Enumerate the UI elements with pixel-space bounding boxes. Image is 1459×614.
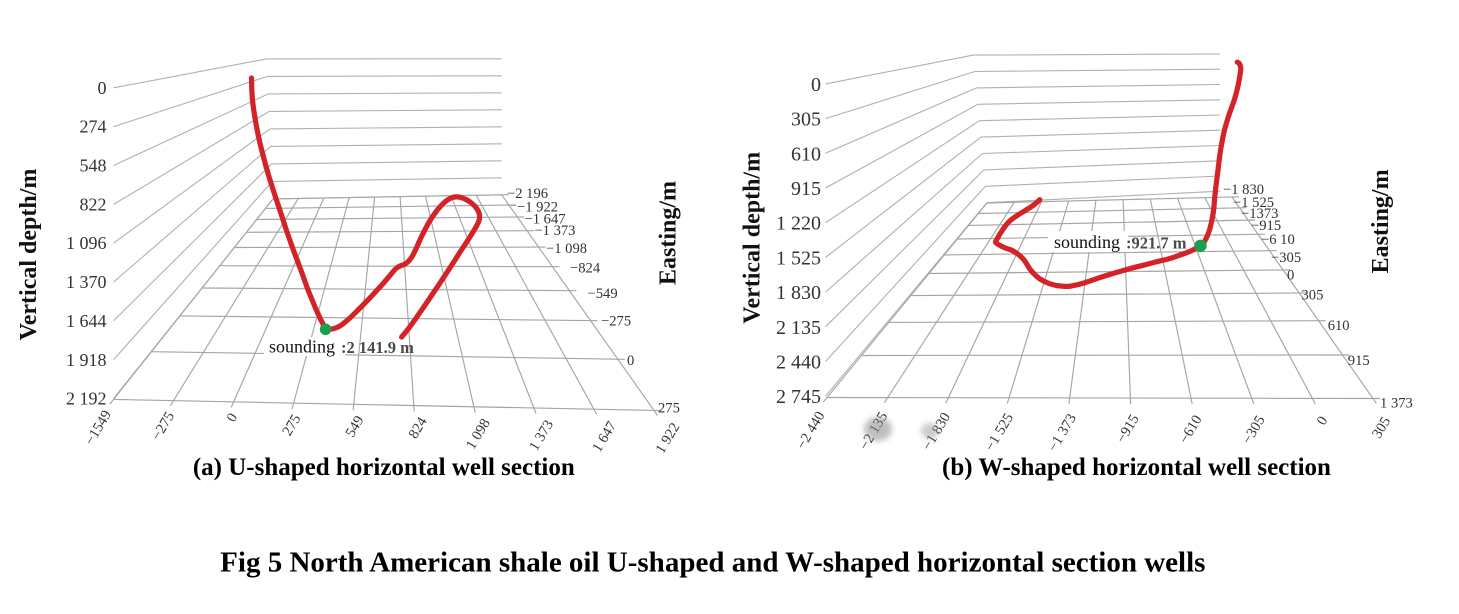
- svg-text::2 141.9 m: :2 141.9 m: [341, 338, 414, 357]
- svg-text:−824: −824: [570, 261, 601, 277]
- svg-text:(b) W-shaped horizontal well s: (b) W-shaped horizontal well section: [942, 454, 1331, 481]
- svg-text::921.7 m: :921.7 m: [1126, 233, 1187, 252]
- svg-text:305: 305: [1302, 288, 1324, 304]
- svg-text:1 373: 1 373: [1380, 395, 1413, 411]
- svg-text:sounding: sounding: [1054, 232, 1120, 252]
- svg-text:1 220: 1 220: [776, 213, 821, 235]
- svg-text:sounding: sounding: [269, 337, 335, 357]
- svg-text:915: 915: [791, 178, 821, 200]
- svg-text:Vertical depth/m: Vertical depth/m: [16, 169, 42, 341]
- svg-text:610: 610: [791, 143, 821, 165]
- svg-text:Easting/m: Easting/m: [655, 181, 681, 285]
- svg-text:−6 10: −6 10: [1261, 232, 1295, 248]
- svg-text:−549: −549: [588, 286, 618, 302]
- svg-text:2 135: 2 135: [776, 317, 821, 339]
- svg-text:1 830: 1 830: [776, 282, 821, 304]
- svg-text:1 370: 1 370: [66, 272, 107, 292]
- svg-text:274: 274: [80, 117, 107, 137]
- svg-text:Vertical depth/m: Vertical depth/m: [740, 152, 766, 324]
- svg-text:0: 0: [1287, 268, 1294, 284]
- svg-text:548: 548: [80, 156, 107, 176]
- svg-text:2 192: 2 192: [66, 389, 107, 409]
- svg-text:1 644: 1 644: [66, 311, 107, 331]
- svg-text:−305: −305: [1271, 250, 1301, 266]
- svg-text:2 745: 2 745: [776, 386, 821, 408]
- svg-text:0: 0: [627, 353, 634, 369]
- svg-text:275: 275: [658, 400, 680, 416]
- svg-text:305: 305: [791, 109, 821, 131]
- svg-text:822: 822: [80, 194, 107, 214]
- svg-text:−1 098: −1 098: [546, 241, 587, 257]
- svg-text:Fig 5 North American shale oil: Fig 5 North American shale oil U-shaped …: [220, 546, 1205, 578]
- svg-text:Easting/m: Easting/m: [1368, 169, 1394, 273]
- svg-text:2 440: 2 440: [776, 352, 821, 374]
- svg-text:(a) U-shaped horizontal well s: (a) U-shaped horizontal well section: [193, 454, 575, 481]
- svg-text:−275: −275: [601, 314, 631, 330]
- svg-text:0: 0: [811, 74, 821, 96]
- svg-text:610: 610: [1328, 318, 1350, 334]
- svg-text:1 096: 1 096: [66, 233, 107, 253]
- svg-text:1 918: 1 918: [66, 350, 107, 370]
- svg-text:−1 373: −1 373: [534, 223, 575, 239]
- svg-text:915: 915: [1348, 353, 1370, 369]
- svg-text:1 525: 1 525: [776, 247, 821, 269]
- svg-text:0: 0: [98, 78, 107, 98]
